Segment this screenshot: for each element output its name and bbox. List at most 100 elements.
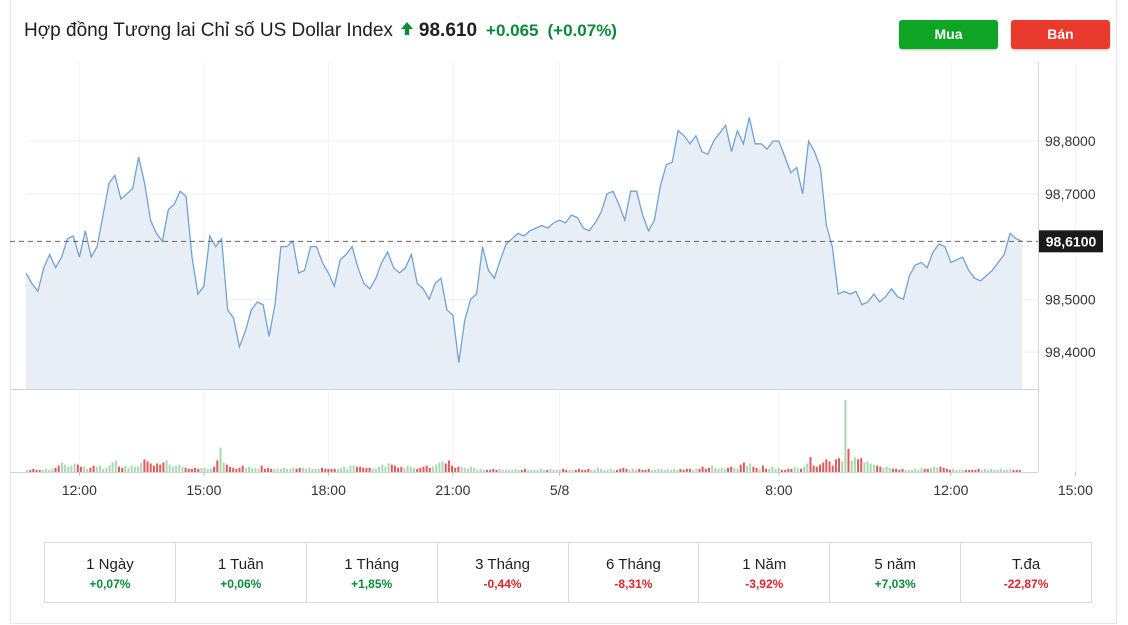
volume-bar: [365, 467, 368, 472]
volume-bar: [942, 467, 945, 472]
volume-bar: [1006, 469, 1009, 472]
volume-bar: [917, 469, 920, 472]
volume-bar: [606, 469, 609, 472]
volume-bar: [552, 469, 555, 472]
volume-bar: [669, 469, 672, 472]
volume-bar: [171, 466, 174, 472]
volume-bar: [907, 469, 910, 472]
perf-cell-6-month[interactable]: 6 Tháng -8,31%: [567, 543, 699, 602]
volume-bar: [936, 467, 939, 472]
perf-cell-1-day[interactable]: 1 Ngày +0,07%: [45, 543, 175, 602]
volume-bar: [333, 468, 336, 472]
volume-bar: [397, 467, 400, 472]
price-area: [26, 117, 1022, 390]
volume-bar: [178, 464, 181, 472]
volume-bar: [187, 468, 190, 472]
perf-cell-max[interactable]: T.đa -22,87%: [960, 543, 1091, 602]
volume-bar: [863, 462, 866, 472]
volume-bar: [660, 468, 663, 472]
volume-bar: [41, 469, 44, 472]
volume-bar: [971, 469, 974, 472]
volume-bar: [210, 468, 212, 472]
volume-bar: [289, 468, 292, 472]
volume-bar: [612, 469, 615, 472]
perf-label: T.đa: [1011, 556, 1041, 573]
volume-bar: [428, 467, 431, 472]
volume-bar: [32, 468, 35, 472]
perf-label: 5 năm: [874, 556, 917, 573]
volume-bar: [355, 466, 358, 472]
volume-bar: [175, 465, 178, 472]
volume-bar: [968, 469, 971, 472]
volume-bar: [517, 469, 520, 472]
volume-bar: [587, 468, 590, 472]
volume-bar: [229, 466, 231, 472]
volume-bar: [815, 466, 818, 472]
sell-button[interactable]: Bán: [1011, 20, 1110, 49]
volume-bar: [546, 469, 549, 472]
volume-bar: [676, 469, 679, 472]
volume-bar: [89, 467, 92, 472]
volume-bar: [593, 469, 596, 472]
volume-bar: [248, 466, 250, 472]
volume-bar: [958, 469, 961, 472]
volume-bar: [451, 465, 453, 472]
volume-bar: [83, 466, 86, 472]
volume-bar: [70, 465, 73, 472]
price-chart[interactable]: Investing.com98,610098,800098,700098,500…: [0, 0, 1128, 510]
volume-bar: [600, 468, 603, 472]
volume-bar: [784, 469, 787, 472]
volume-bar: [549, 468, 552, 472]
volume-bar: [60, 462, 63, 472]
volume-bar: [850, 460, 853, 472]
widget-frame: [10, 0, 1117, 624]
volume-bar: [444, 463, 447, 472]
volume-bar: [466, 468, 469, 472]
volume-bar: [492, 468, 495, 472]
volume-bar: [409, 466, 412, 472]
volume-bar: [387, 463, 390, 472]
volume-bar: [498, 468, 501, 472]
volume-bar: [460, 466, 463, 472]
perf-cell-3-month[interactable]: 3 Tháng -0,44%: [436, 543, 568, 602]
volume-bar: [831, 465, 834, 472]
volume-bar: [95, 466, 98, 472]
volume-bar: [571, 469, 574, 472]
perf-cell-1-week[interactable]: 1 Tuần +0,06%: [174, 543, 306, 602]
volume-bar: [520, 469, 523, 472]
volume-bar: [485, 469, 488, 472]
volume-bar: [76, 464, 79, 472]
volume-bar: [590, 469, 593, 472]
volume-bar: [267, 467, 270, 472]
volume-bar: [124, 465, 127, 472]
volume-bar: [432, 466, 434, 472]
y-tick-label: 98,8000: [1045, 133, 1096, 149]
volume-bar: [302, 467, 304, 472]
volume-bar: [841, 461, 844, 472]
volume-bar: [638, 468, 641, 472]
volume-bar: [371, 468, 374, 472]
perf-cell-5-year[interactable]: 5 năm +7,03%: [829, 543, 960, 602]
volume-bar: [206, 468, 209, 472]
volume-bar: [435, 464, 438, 472]
perf-cell-1-year[interactable]: 1 Năm -3,92%: [698, 543, 829, 602]
volume-bar: [374, 468, 377, 472]
x-tick-label: 21:00: [435, 482, 470, 498]
volume-bar: [181, 466, 184, 472]
volume-bar: [993, 469, 996, 472]
x-tick-label: 12:00: [62, 482, 97, 498]
volume-bar: [577, 468, 580, 472]
volume-bar: [885, 466, 888, 472]
volume-bar: [406, 465, 409, 472]
volume-bar: [346, 468, 349, 472]
perf-cell-1-month[interactable]: 1 Tháng +1,85%: [305, 543, 437, 602]
volume-bar: [609, 468, 612, 472]
volume-bar: [828, 461, 831, 472]
volume-bar: [422, 466, 425, 472]
last-price: 98.610: [418, 20, 478, 41]
volume-bar: [698, 468, 701, 472]
volume-bar: [362, 467, 365, 472]
volume-bar: [99, 465, 101, 472]
buy-button[interactable]: Mua: [899, 20, 998, 49]
volume-bar: [558, 469, 561, 472]
